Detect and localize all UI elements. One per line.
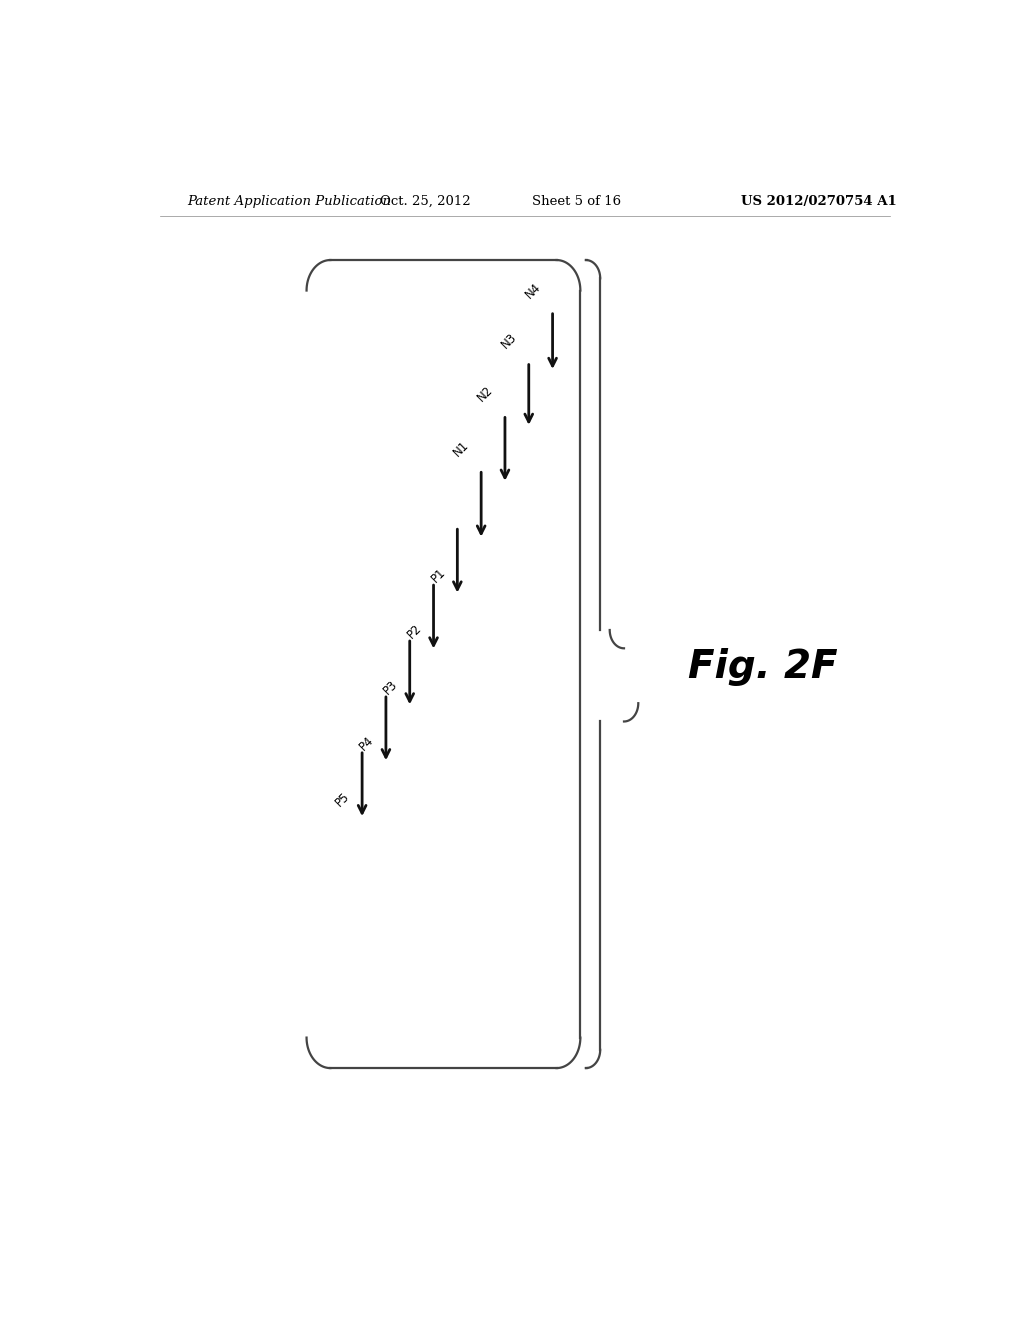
Text: N3: N3 [499,331,519,351]
Text: N1: N1 [451,438,472,459]
Text: N4: N4 [522,280,543,301]
Text: P4: P4 [357,734,377,752]
Text: P1: P1 [428,566,447,585]
Text: US 2012/0270754 A1: US 2012/0270754 A1 [740,194,896,207]
Text: Sheet 5 of 16: Sheet 5 of 16 [531,194,621,207]
Text: Fig. 2F: Fig. 2F [688,648,838,685]
Text: N2: N2 [475,384,496,404]
Text: P3: P3 [381,677,400,697]
Text: P5: P5 [333,789,352,809]
Text: Oct. 25, 2012: Oct. 25, 2012 [380,194,471,207]
Text: P2: P2 [404,622,424,642]
Text: Patent Application Publication: Patent Application Publication [187,194,391,207]
